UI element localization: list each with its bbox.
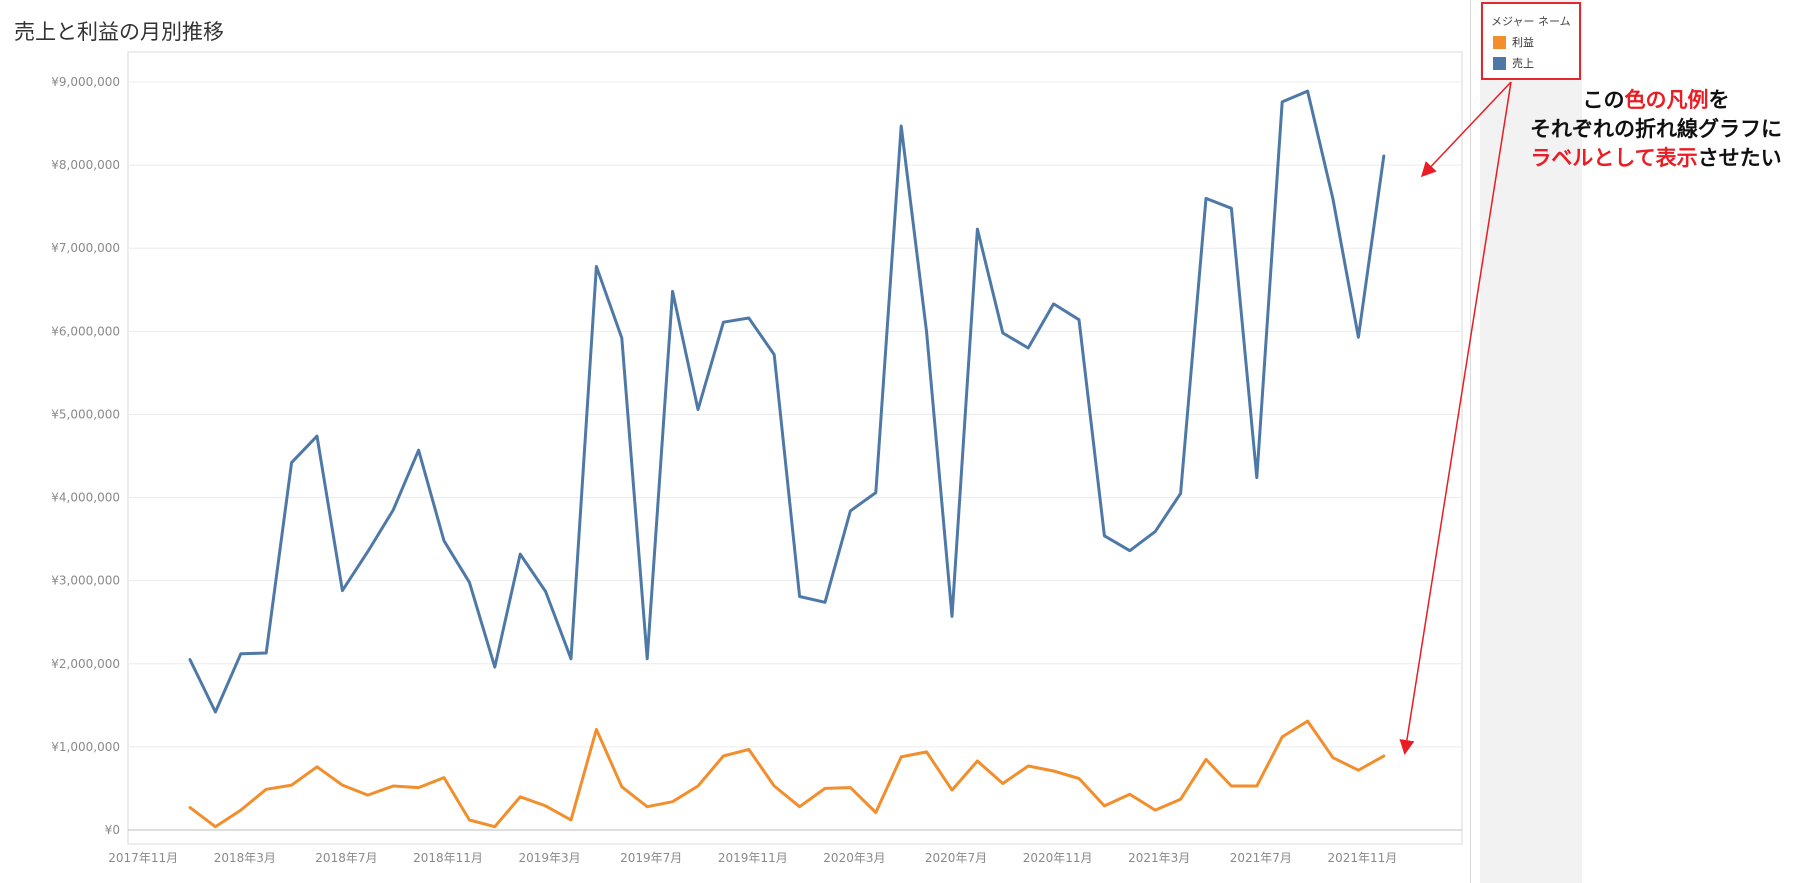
annotation-line-3-b: させたい xyxy=(1697,146,1782,170)
annotation-text: この色の凡例を それぞれの折れ線グラフに ラベルとして表示させたい xyxy=(1500,86,1812,173)
legend-title: メジャー ネーム xyxy=(1491,15,1571,28)
legend-swatch-profit xyxy=(1493,35,1506,49)
x-tick-label: 2018年11月 xyxy=(413,851,483,865)
annotation-line-1-b: 色の凡例 xyxy=(1624,88,1709,112)
annotation-line-3-a: ラベルとして表示 xyxy=(1530,146,1698,170)
annotation-line-1: この色の凡例を xyxy=(1500,86,1812,115)
y-tick-label: ¥2,000,000 xyxy=(51,657,120,671)
legend-label-profit: 利益 xyxy=(1512,36,1534,49)
legend-item-profit[interactable]: 利益 xyxy=(1493,34,1534,50)
chart-title: 売上と利益の月別推移 xyxy=(14,20,224,44)
y-tick-label: ¥0 xyxy=(105,823,120,837)
x-tick-label: 2021年11月 xyxy=(1327,851,1397,865)
series-line-profit xyxy=(188,719,1386,829)
annotation-line-3: ラベルとして表示させたい xyxy=(1500,144,1812,173)
y-tick-label: ¥8,000,000 xyxy=(51,158,120,172)
series-line-sales xyxy=(188,89,1386,714)
y-tick-label: ¥3,000,000 xyxy=(51,574,120,588)
legend-item-sales[interactable]: 売上 xyxy=(1493,55,1534,71)
y-tick-label: ¥9,000,000 xyxy=(51,75,120,89)
annotation-line-1-c: を xyxy=(1708,88,1730,112)
legend[interactable]: メジャー ネーム 利益 売上 xyxy=(1481,2,1581,80)
legend-label-sales: 売上 xyxy=(1512,57,1534,70)
y-tick-label: ¥4,000,000 xyxy=(51,491,120,505)
x-tick-label: 2020年11月 xyxy=(1023,851,1093,865)
x-tick-label: 2018年7月 xyxy=(315,851,377,865)
plot-frame xyxy=(127,51,1463,845)
legend-swatch-sales xyxy=(1493,56,1506,70)
x-tick-label: 2019年3月 xyxy=(519,851,581,865)
y-tick-label: ¥1,000,000 xyxy=(51,740,120,754)
x-tick-label: 2021年7月 xyxy=(1230,851,1292,865)
chart-panel: 売上と利益の月別推移 ¥9,000,000 ¥8,000,000 ¥7,000,00… xyxy=(14,0,1471,883)
x-tick-label: 2018年3月 xyxy=(214,851,276,865)
y-tick-label: ¥6,000,000 xyxy=(51,324,120,338)
x-tick-label: 2019年11月 xyxy=(718,851,788,865)
annotation-line-2: それぞれの折れ線グラフに xyxy=(1530,117,1782,141)
x-tick-label: 2017年11月 xyxy=(108,851,178,865)
annotation-line-1-a: この xyxy=(1582,88,1625,112)
y-tick-label: ¥7,000,000 xyxy=(51,241,120,255)
x-tick-label: 2020年3月 xyxy=(823,851,885,865)
line-chart: ¥9,000,000 ¥8,000,000 ¥7,000,000 ¥6,000,000… xyxy=(51,51,1463,865)
y-tick-label: ¥5,000,000 xyxy=(51,407,120,421)
x-tick-label: 2020年7月 xyxy=(925,851,987,865)
x-tick-label: 2019年7月 xyxy=(620,851,682,865)
x-tick-label: 2021年3月 xyxy=(1128,851,1190,865)
